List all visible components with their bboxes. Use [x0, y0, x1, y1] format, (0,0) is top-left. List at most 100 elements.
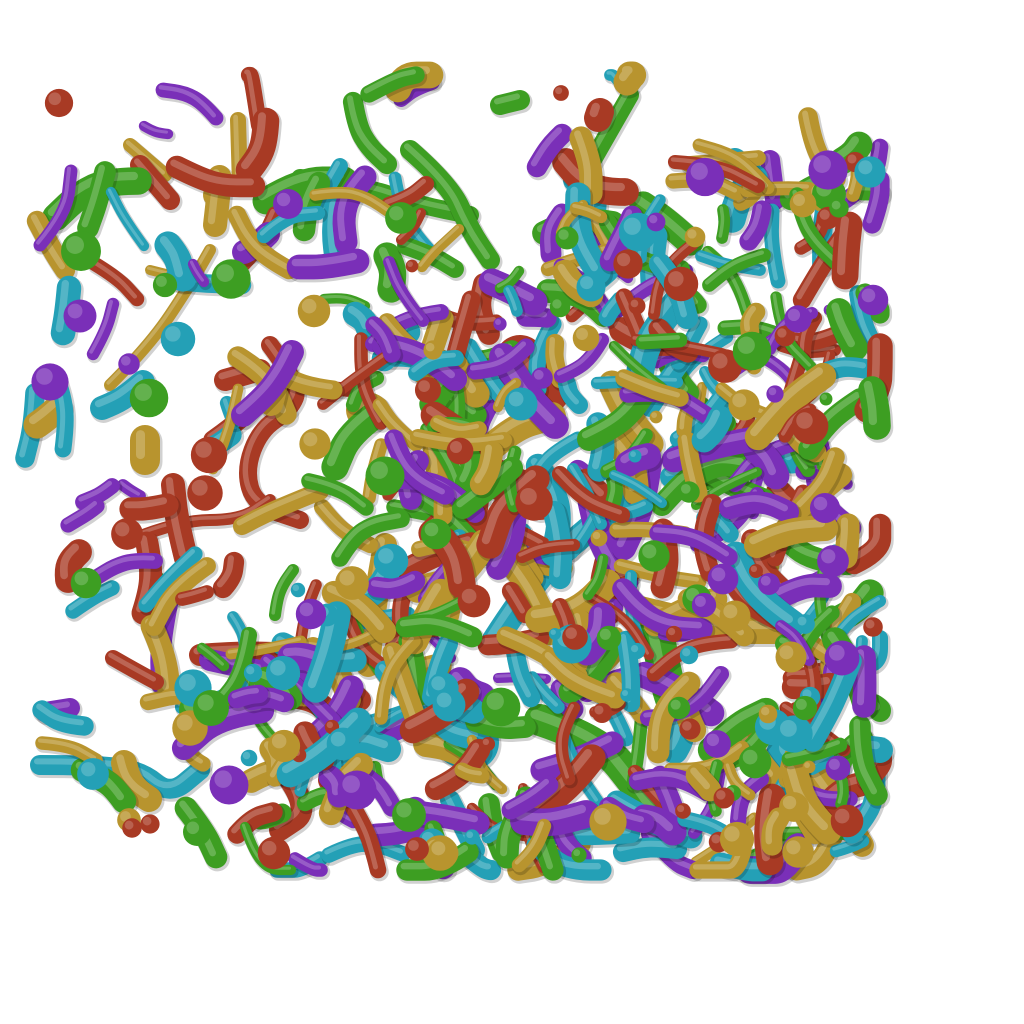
blob-122: [480, 736, 496, 752]
filament-fill-236: [826, 298, 871, 364]
blob-114: [190, 436, 228, 474]
blob-87: [160, 321, 196, 357]
filament-fill-274: [683, 451, 759, 490]
filament-fill-242: [344, 798, 389, 882]
filament-fill-183: [89, 552, 166, 588]
blob-70: [703, 730, 731, 758]
blob-104: [779, 792, 809, 822]
blob-29: [854, 156, 886, 188]
filament-fill-393: [492, 377, 524, 416]
filament-red-14: [584, 98, 617, 135]
blob-119: [446, 437, 474, 465]
filament-fill-394: [744, 362, 839, 454]
filament-fill-454: [280, 369, 346, 403]
blob-20: [825, 755, 851, 781]
filament-fill-499: [569, 201, 610, 227]
blob-32: [70, 567, 102, 599]
filament-fill-409: [831, 211, 865, 293]
blob-72: [562, 624, 588, 650]
filament-fill-455: [511, 818, 554, 876]
filament-fill-508: [501, 775, 561, 823]
blob-82: [766, 385, 784, 403]
filament-fill-517: [286, 248, 372, 283]
filament-green-11: [400, 140, 503, 273]
filament-fill-447: [849, 715, 891, 809]
blob-10: [337, 770, 377, 810]
filament-fill-147: [54, 539, 95, 596]
blob-52: [824, 640, 860, 676]
blob-86: [515, 483, 553, 521]
blob-98: [774, 325, 796, 347]
filament-fill-459: [555, 701, 583, 789]
blob-44: [44, 88, 74, 118]
filament-fill-222: [503, 285, 526, 320]
blob-24: [789, 190, 817, 218]
blob-101: [817, 545, 849, 577]
filament-fill-142: [539, 203, 575, 268]
blob-75: [299, 428, 331, 460]
filament-fill-75: [557, 374, 591, 418]
blob-100: [63, 299, 97, 333]
blob-126: [118, 353, 140, 375]
blob-83: [182, 817, 212, 847]
blob-74: [365, 456, 405, 496]
filament-fill-439: [138, 546, 206, 616]
blob-85: [667, 696, 691, 720]
blob-136: [589, 803, 627, 841]
filament-fill-272: [466, 338, 538, 383]
blob-3: [795, 614, 815, 634]
filament-fill-476: [384, 429, 458, 508]
filament-fill-182: [569, 126, 606, 208]
blob-102: [77, 758, 109, 790]
blob-48: [775, 641, 807, 673]
filament-fill-195: [227, 802, 286, 847]
filament-fill-94: [77, 161, 119, 242]
blob-111: [423, 340, 443, 360]
filament-fill-497: [716, 204, 733, 247]
filament-fill-98: [268, 563, 302, 625]
blob-9: [638, 540, 670, 572]
blob-0: [628, 297, 646, 315]
blob-58: [265, 655, 301, 691]
blob-22: [738, 745, 772, 779]
blob-68: [802, 760, 816, 774]
filament-fill-283: [702, 248, 774, 295]
filament-fill-230: [35, 736, 106, 770]
blob-130: [140, 814, 160, 834]
filament-fill-100: [288, 852, 331, 880]
filament-fill-251: [235, 107, 282, 187]
blob-65: [572, 324, 600, 352]
filament-fill-386: [582, 553, 611, 604]
filament-red-6: [239, 336, 312, 532]
blob-109: [728, 389, 760, 421]
filament-fill-69: [612, 837, 690, 866]
blob-116: [782, 836, 814, 868]
blob-77: [628, 642, 646, 660]
filament-fill-509: [395, 614, 485, 651]
blob-66: [481, 687, 521, 727]
filament-fill-502: [105, 186, 152, 255]
filament-fill-339: [761, 807, 793, 859]
filament-fill-518: [360, 66, 428, 106]
blob-89: [297, 294, 331, 328]
blob-18: [504, 387, 538, 421]
blob-13: [707, 563, 739, 595]
filament-fill-62: [117, 479, 149, 505]
filament-fill-512: [469, 440, 506, 499]
blob-34: [420, 518, 452, 550]
blob-25: [613, 249, 643, 279]
filament-fill-441: [165, 155, 268, 201]
filament-fill-403: [612, 578, 716, 643]
filament-green-12: [490, 90, 533, 118]
blob-49: [819, 392, 833, 406]
blob-123: [257, 836, 291, 870]
filament-fill-462: [615, 369, 692, 410]
blob-95: [555, 226, 579, 250]
blob-39: [628, 449, 642, 463]
blob-96: [464, 829, 480, 845]
filament-fill-463: [834, 513, 863, 572]
blob-21: [295, 598, 327, 630]
blob-106: [405, 837, 429, 861]
blob-127: [122, 818, 142, 838]
blob-60: [240, 749, 258, 767]
